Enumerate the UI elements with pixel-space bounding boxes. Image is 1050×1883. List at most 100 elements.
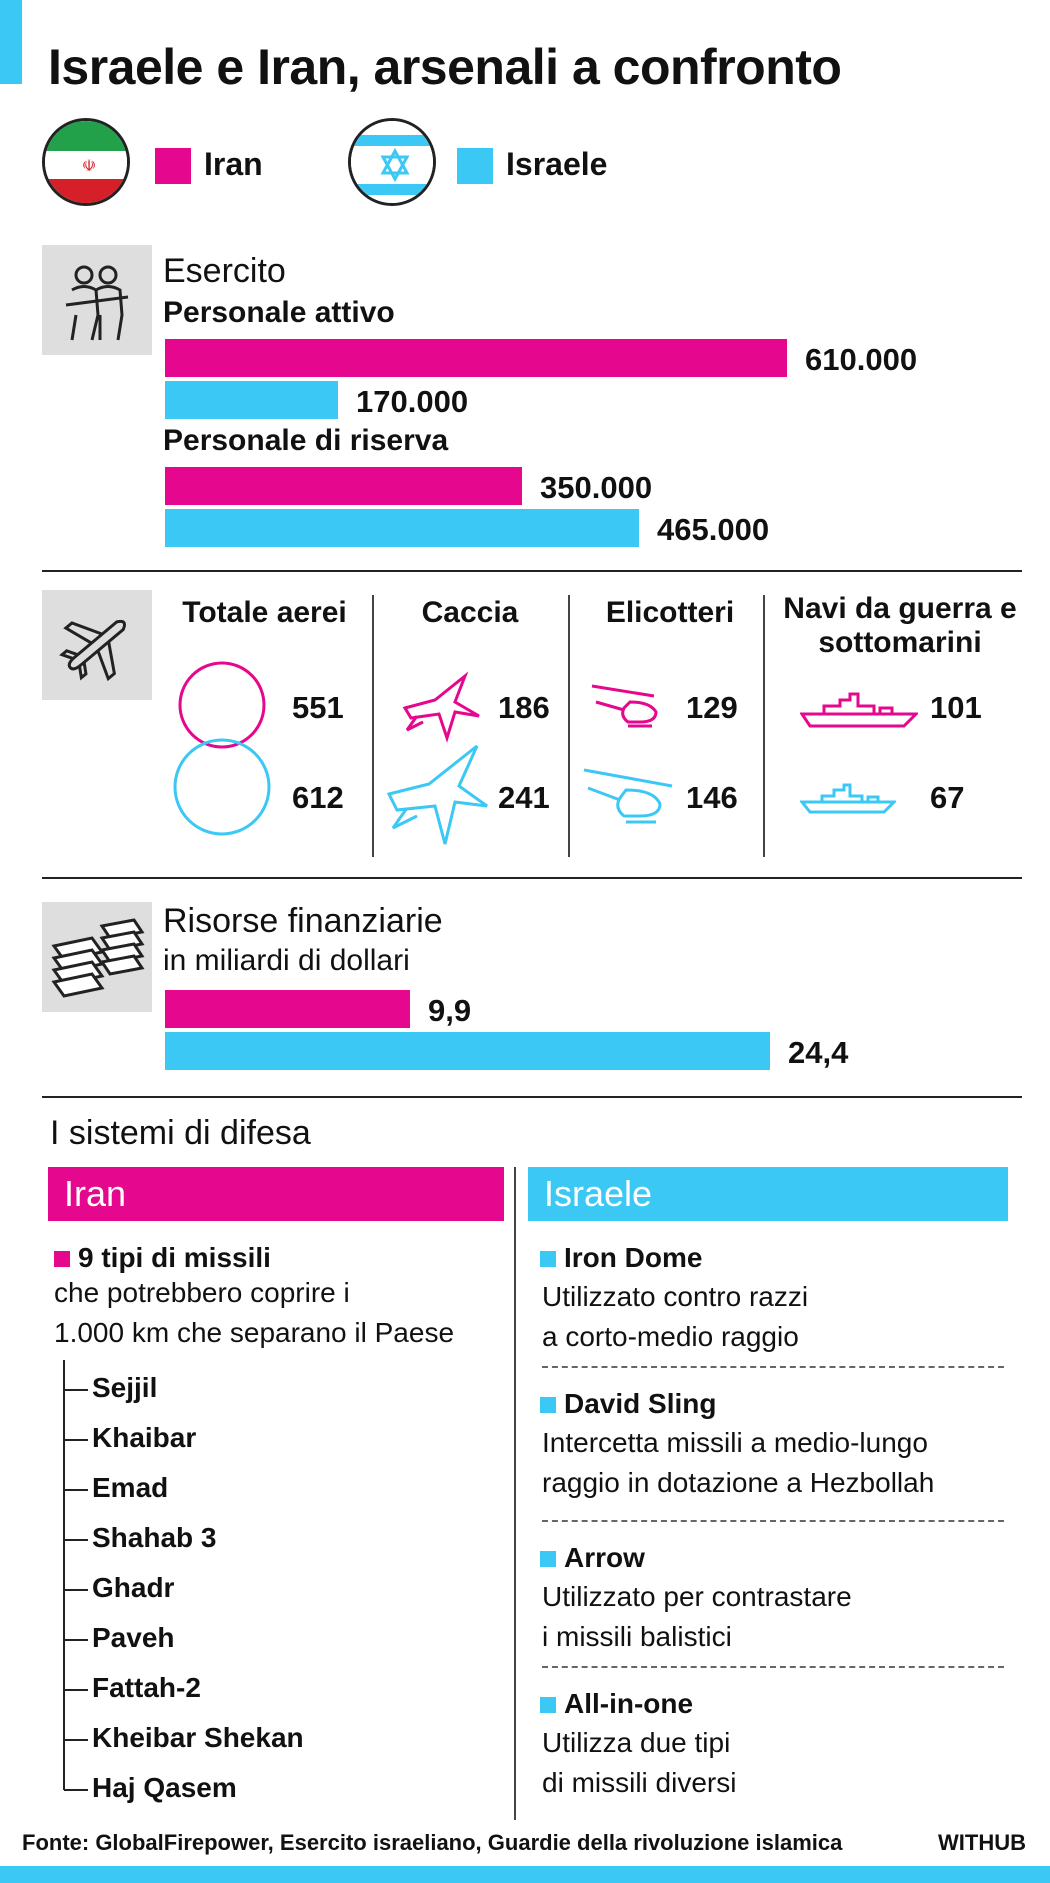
bullet-square [540, 1551, 556, 1567]
source-note: Fonte: GlobalFirepower, Esercito israeli… [22, 1830, 843, 1855]
israel-aircraft-count: 612 [292, 780, 344, 815]
system-name-text: Iron Dome [564, 1242, 703, 1273]
iran-ships-count: 101 [930, 690, 982, 725]
system-desc: di missili diversi [542, 1767, 737, 1798]
iran-missiles-desc-1: che potrebbero coprire i [54, 1277, 350, 1308]
soldiers-icon [42, 245, 152, 355]
israel-flag-icon [348, 118, 436, 206]
bullet-square [540, 1697, 556, 1713]
army-title: Esercito [163, 252, 286, 290]
iran-helicopters-count: 129 [686, 690, 738, 725]
column-divider [568, 595, 570, 857]
iran-defense-header: Iran [48, 1167, 504, 1221]
bar-israel-finance [165, 1032, 770, 1070]
system-name-text: Arrow [564, 1542, 645, 1573]
value-israel-active: 170.000 [356, 384, 469, 419]
israel-fighters-count: 241 [498, 780, 550, 815]
bottom-accent-bar [0, 1866, 1050, 1883]
bar-israel-active [165, 381, 338, 419]
missile-item: Haj Qasem [92, 1772, 237, 1803]
column-divider [763, 595, 765, 857]
money-stack-icon [42, 902, 152, 1012]
system-desc: Utilizzato per contrastare [542, 1581, 852, 1612]
legend-israel-label: Israele [506, 146, 608, 182]
iran-missiles-lead-text: 9 tipi di missili [78, 1242, 271, 1273]
system-desc: a corto-medio raggio [542, 1321, 799, 1352]
col-head-helicopters: Elicotteri [605, 596, 735, 629]
israel-ships-count: 67 [930, 780, 965, 815]
missile-item: Emad [92, 1472, 169, 1503]
value-iran-finance: 9,9 [428, 993, 472, 1028]
israel-system-name: Iron Dome [540, 1242, 702, 1274]
israel-system-name: Arrow [540, 1542, 645, 1574]
accent-bar [0, 0, 22, 84]
iran-aircraft-count: 551 [292, 690, 344, 725]
svg-text:☫: ☫ [82, 156, 96, 175]
defense-title: I sistemi di difesa [50, 1114, 311, 1152]
finance-subtitle: in miliardi di dollari [163, 944, 410, 977]
page-title: Israele e Iran, arsenali a confronto [48, 39, 842, 95]
dashed-divider [542, 1366, 1004, 1368]
fighter-jet-icon [386, 744, 488, 845]
system-desc: Utilizzato contro razzi [542, 1281, 809, 1312]
dashed-divider [542, 1666, 1004, 1668]
brand-logo: WITHUB [938, 1830, 1026, 1855]
bullet-square [54, 1251, 70, 1267]
finance-title: Risorse finanziarie [163, 902, 443, 940]
circle-israel-aircraft [173, 738, 271, 836]
missile-item: Shahab 3 [92, 1522, 217, 1553]
system-desc: Utilizza due tipi [542, 1727, 731, 1758]
warship-icon [800, 692, 918, 728]
value-iran-reserve: 350.000 [540, 470, 653, 505]
aircraft-circles [173, 661, 271, 836]
system-desc: Intercetta missili a medio-lungo [542, 1427, 928, 1458]
warship-icon [800, 783, 896, 814]
iran-fighters-count: 186 [498, 690, 550, 725]
legend-israel-swatch [457, 148, 493, 184]
israel-system-name: All-in-one [540, 1688, 693, 1720]
missile-item: Ghadr [92, 1572, 175, 1603]
bar-israel-reserve [165, 509, 639, 547]
value-israel-finance: 24,4 [788, 1035, 849, 1070]
israel-system-name: David Sling [540, 1388, 716, 1420]
bullet-square [540, 1251, 556, 1267]
legend-iran-label: Iran [204, 146, 263, 182]
divider [42, 877, 1022, 879]
missile-item: Fattah-2 [92, 1672, 201, 1703]
helicopter-icon [583, 768, 673, 824]
airplane-icon [42, 590, 152, 700]
value-israel-reserve: 465.000 [657, 512, 770, 547]
column-divider [372, 595, 374, 857]
col-head-fighters: Caccia [421, 596, 519, 629]
helicopter-icon [591, 684, 658, 728]
dashed-divider [542, 1520, 1004, 1522]
bar-iran-active [165, 339, 787, 377]
missile-item: Kheibar Shekan [92, 1722, 304, 1753]
iran-missiles-desc-2: 1.000 km che separano il Paese [54, 1317, 455, 1348]
circle-iran-aircraft [178, 661, 266, 749]
system-desc: i missili balistici [542, 1621, 732, 1652]
bullet-square [540, 1397, 556, 1413]
israel-helicopters-count: 146 [686, 780, 738, 815]
col-head-aircraft: Totale aerei [182, 596, 347, 629]
israel-defense-header: Israele [528, 1167, 1008, 1221]
system-name-text: All-in-one [564, 1688, 694, 1719]
bar-iran-finance [165, 990, 410, 1028]
system-name-text: David Sling [564, 1388, 717, 1419]
col-head-ships: Navi da guerra e sottomarini [783, 592, 1017, 659]
missile-item: Khaibar [92, 1422, 197, 1453]
divider [42, 1096, 1022, 1098]
missile-tree-lines [63, 1360, 88, 1791]
reserve-personnel-label: Personale di riserva [163, 424, 449, 457]
active-personnel-label: Personale attivo [163, 296, 395, 329]
column-divider [514, 1167, 516, 1820]
missile-item: Sejjil [92, 1372, 158, 1403]
legend-iran-swatch [155, 148, 191, 184]
divider [42, 570, 1022, 572]
iran-missiles-lead: 9 tipi di missili [54, 1242, 271, 1274]
bar-iran-reserve [165, 467, 522, 505]
fighter-jet-icon [402, 671, 480, 743]
system-desc: raggio in dotazione a Hezbollah [542, 1467, 935, 1498]
value-iran-active: 610.000 [805, 342, 918, 377]
missile-item: Paveh [92, 1622, 175, 1653]
